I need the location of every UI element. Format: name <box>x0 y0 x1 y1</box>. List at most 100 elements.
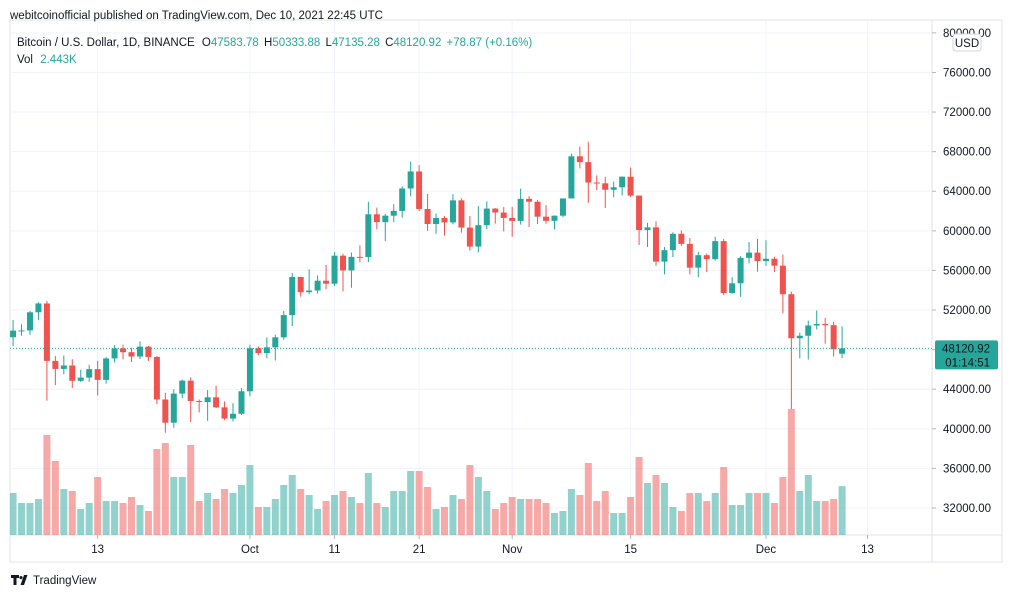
candle-body <box>762 258 769 262</box>
candle-body <box>60 365 67 369</box>
y-tick-label: 40000.00 <box>943 424 991 436</box>
volume-bar <box>762 493 770 535</box>
candle-body <box>103 358 110 380</box>
candle-body <box>407 171 414 189</box>
candle-body <box>230 413 237 419</box>
candle-body <box>280 315 287 338</box>
candle-body <box>196 400 203 403</box>
candle-body <box>720 241 727 293</box>
candle-body <box>94 369 101 380</box>
volume-bar <box>660 483 668 535</box>
candle-body <box>18 330 25 332</box>
volume-bar <box>51 461 59 535</box>
candle-body <box>128 352 135 357</box>
candle-body <box>644 227 651 231</box>
volume-bar <box>500 503 508 535</box>
candle-body <box>466 227 473 247</box>
volume-bar <box>508 497 516 535</box>
volume-bar <box>280 485 288 535</box>
volume-bar <box>720 467 728 535</box>
volume-bar <box>26 503 34 535</box>
candle-body <box>120 348 127 353</box>
volume-bar <box>229 493 237 535</box>
volume-bar <box>331 495 339 535</box>
axes: 32000.0036000.0040000.0044000.0048000.00… <box>91 28 998 556</box>
candle-body <box>390 210 397 216</box>
currency[interactable]: USD <box>955 38 979 50</box>
volume-bar <box>457 499 465 535</box>
volume-bar <box>398 491 406 535</box>
brand-logo: TradingView <box>11 575 97 587</box>
y-tick-label: 32000.00 <box>943 503 991 515</box>
candle-body <box>796 335 803 339</box>
volume-bar <box>68 491 76 535</box>
volume-bar <box>686 493 694 535</box>
volume-bar <box>584 463 592 535</box>
volume-bar <box>347 497 355 535</box>
candle-body <box>35 303 42 313</box>
volume-bar <box>711 493 719 535</box>
candle-body <box>213 397 220 408</box>
candle-body <box>77 377 84 381</box>
candle-body <box>255 348 262 354</box>
currency-badge[interactable] <box>952 33 982 52</box>
volume-value: 2.443K <box>40 54 77 66</box>
volume-bar <box>415 471 423 535</box>
candle-body <box>754 252 761 262</box>
volume-bar <box>94 477 102 535</box>
symbol-title: Bitcoin / U.S. Dollar, 1D, BINANCE <box>17 37 195 49</box>
volume-bar <box>263 507 271 535</box>
candle-body <box>272 337 279 348</box>
volume-bar <box>474 477 482 535</box>
candle-body <box>153 356 160 400</box>
volume-bar <box>483 491 491 535</box>
y-tick-label: 60000.00 <box>943 226 991 238</box>
volume-bar <box>525 499 533 535</box>
volume-bar <box>288 475 296 535</box>
x-tick-label: 13 <box>91 544 104 556</box>
ohlc-value: 47583.78 <box>211 37 259 49</box>
volume-bar <box>381 507 389 535</box>
candle-body <box>43 303 50 361</box>
candle-body <box>111 348 118 359</box>
volume-bar <box>770 503 778 535</box>
x-tick-label: Dec <box>756 544 777 556</box>
volume-bar <box>669 507 677 535</box>
x-tick-label: 15 <box>624 544 637 556</box>
candle-body <box>179 380 186 394</box>
candle-body <box>543 216 550 221</box>
candle-body <box>323 280 330 284</box>
candle-body <box>314 280 321 291</box>
volume-bar <box>754 493 762 535</box>
volume-bar <box>127 497 135 535</box>
candle-body <box>86 369 93 378</box>
y-tick-label: 36000.00 <box>943 463 991 475</box>
volume-bar <box>204 493 212 535</box>
last-price-badge <box>935 340 998 370</box>
volume-bar <box>517 499 525 535</box>
volume-bar <box>246 465 254 535</box>
candle-body <box>526 198 533 202</box>
y-tick-label: 68000.00 <box>943 147 991 159</box>
volume-bar <box>43 435 51 535</box>
candle-body <box>382 215 389 223</box>
change: +78.87 (+0.16%) <box>447 37 533 49</box>
candle-body <box>534 201 541 217</box>
candle-body <box>365 214 372 258</box>
candle-body <box>441 217 448 223</box>
candle-body <box>69 365 76 381</box>
volume-bar <box>466 465 474 535</box>
x-tick-label: 13 <box>861 544 874 556</box>
candle-body <box>170 393 177 423</box>
volume-bar <box>356 503 364 535</box>
candle-body <box>805 325 812 336</box>
volume-bar <box>787 409 795 535</box>
candle-body <box>813 323 820 326</box>
candle-body <box>695 255 702 268</box>
y-tick-label: 72000.00 <box>943 107 991 119</box>
candle-body <box>424 208 431 225</box>
y-tick-label: 64000.00 <box>943 186 991 198</box>
y-tick-label: 56000.00 <box>943 265 991 277</box>
candle-body <box>771 258 778 266</box>
volume-bar <box>559 511 567 535</box>
